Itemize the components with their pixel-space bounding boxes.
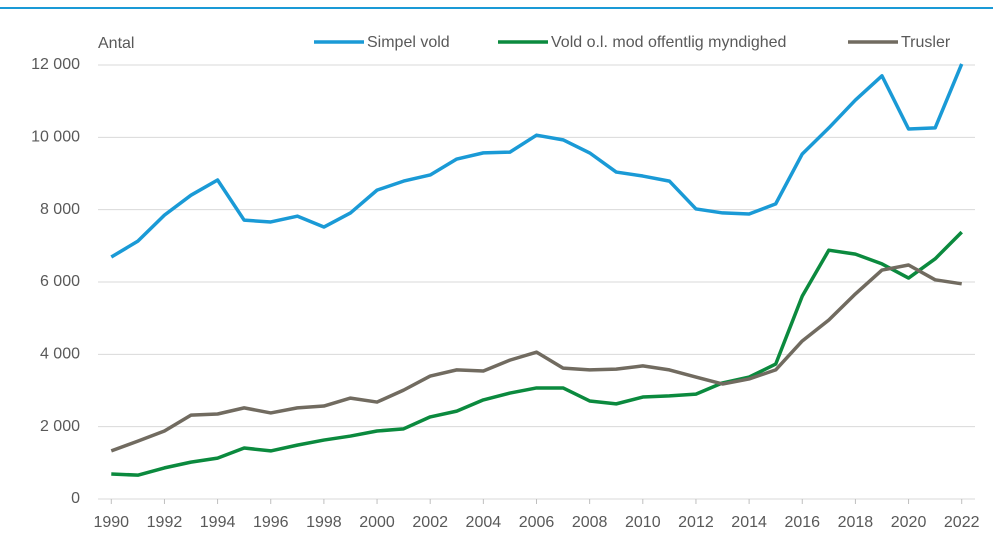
y-tick-label: 2 000 (40, 418, 80, 435)
x-tick-label: 2014 (731, 514, 767, 531)
x-tick-label: 2012 (678, 514, 714, 531)
y-tick-label: 8 000 (40, 201, 80, 218)
x-tick-label: 1994 (200, 514, 236, 531)
x-tick-label: 2010 (625, 514, 661, 531)
x-tick-label: 2004 (466, 514, 502, 531)
x-tick-label: 1990 (93, 514, 129, 531)
legend-label: Simpel vold (367, 34, 450, 51)
x-tick-label: 2020 (891, 514, 927, 531)
legend-label: Trusler (901, 34, 951, 51)
y-axis-label: Antal (98, 35, 134, 52)
y-tick-label: 10 000 (31, 129, 80, 146)
y-tick-label: 4 000 (40, 346, 80, 363)
series-line (111, 230, 963, 477)
x-tick-label: 2008 (572, 514, 608, 531)
y-tick-label: 0 (71, 490, 80, 507)
x-tick-label: 1998 (306, 514, 342, 531)
x-tick-label: 1996 (253, 514, 289, 531)
x-tick-label: 2006 (519, 514, 555, 531)
legend-label: Vold o.l. mod offentlig myndighed (551, 34, 786, 51)
x-tick-label: 2022 (944, 514, 980, 531)
series-line (110, 263, 962, 453)
series-line (110, 63, 964, 259)
y-tick-label: 6 000 (40, 273, 80, 290)
y-tick-label: 12 000 (31, 56, 80, 73)
x-tick-label: 2002 (412, 514, 448, 531)
x-tick-label: 2016 (784, 514, 820, 531)
x-tick-label: 2018 (838, 514, 874, 531)
x-tick-label: 1992 (147, 514, 183, 531)
x-tick-label: 2000 (359, 514, 395, 531)
